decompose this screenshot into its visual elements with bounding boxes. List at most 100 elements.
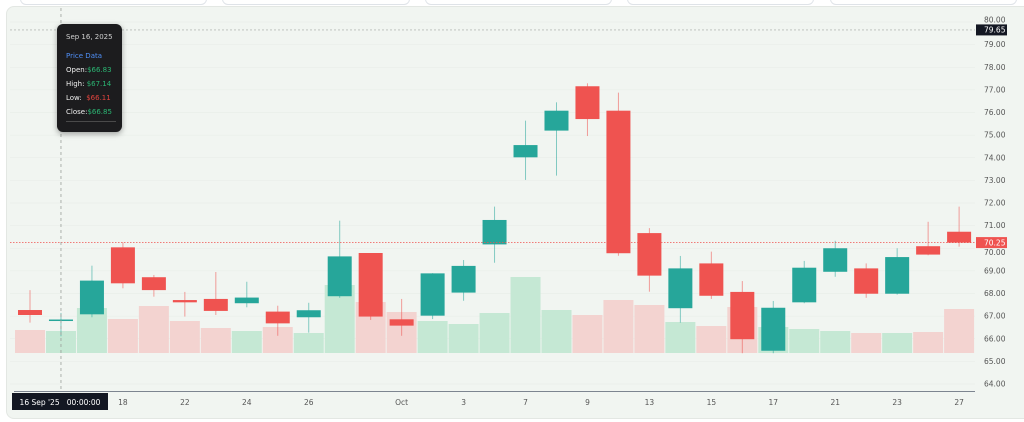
candle-body [544, 110, 569, 131]
candle-body [668, 268, 693, 309]
volume-bar [572, 315, 603, 353]
y-tick-label: 73.00 [984, 176, 1006, 185]
tooltip-open: Open:$66.83 [66, 66, 112, 74]
candle-body [110, 247, 135, 284]
crosshair-price-badge [976, 24, 1007, 36]
candle-body [141, 277, 166, 291]
candle-body [823, 248, 848, 272]
volume-bar [169, 321, 200, 353]
candle-body [358, 253, 383, 317]
candle-body [18, 310, 42, 315]
candle-body [885, 257, 910, 294]
tooltip-close-value: $66.85 [87, 108, 112, 116]
candle-body [792, 267, 817, 303]
y-tick-label: 68.00 [984, 289, 1006, 298]
volume-bar [200, 328, 231, 353]
candle-body [296, 310, 321, 318]
y-tick-label: 65.00 [984, 357, 1006, 366]
x-tick-label: 15 [707, 398, 717, 407]
last-price-badge [976, 237, 1007, 249]
x-tick-label: 21 [830, 398, 840, 407]
crosshair-price-label: 79.65 [984, 26, 1006, 35]
x-tick-label: Oct [395, 398, 408, 407]
x-tick-label: 3 [461, 398, 466, 407]
candle-body [761, 307, 786, 351]
candle-body [854, 268, 879, 294]
y-tick-label: 64.00 [984, 380, 1006, 389]
candle-body [916, 246, 941, 255]
tooltip-header: Price Data [66, 52, 103, 60]
candle-body [203, 298, 228, 311]
volume-bar [789, 329, 820, 353]
volume-bar [913, 332, 944, 353]
volume-bar [851, 333, 882, 353]
y-tick-label: 77.00 [984, 85, 1006, 94]
volume-bar [293, 333, 324, 353]
candle-body [265, 311, 290, 324]
volume-bar [696, 326, 727, 353]
x-tick-label: 18 [118, 398, 128, 407]
volume-bar [541, 310, 572, 353]
y-tick-label: 79.00 [984, 40, 1006, 49]
candle-body [513, 145, 538, 158]
x-tick-label: 27 [954, 398, 964, 407]
volume-bar [45, 331, 76, 353]
last-price-label: 70.25 [984, 238, 1006, 247]
y-tick-label: 76.00 [984, 108, 1006, 117]
x-tick-label: 9 [585, 398, 590, 407]
crosshair-time-label: 16 Sep '25 00:00:00 [20, 398, 101, 407]
tooltip-open-label: Open: [66, 66, 88, 74]
volume-bar [448, 324, 479, 353]
volume-bar [510, 277, 541, 353]
candle-body [79, 280, 104, 315]
candle-body [389, 319, 414, 326]
crosshair-time-badge [12, 393, 108, 410]
y-tick-label: 71.00 [984, 221, 1006, 230]
candle-body [947, 231, 972, 243]
candle-body [575, 86, 600, 120]
candle-body [172, 300, 197, 303]
candle-body [420, 273, 445, 316]
y-tick-label: 66.00 [984, 334, 1006, 343]
volume-bar [634, 305, 665, 353]
x-tick-label: 7 [523, 398, 528, 407]
y-tick-label: 74.00 [984, 153, 1006, 162]
price-tooltip: Sep 16, 2025 Price Data Open:$66.83 High… [57, 24, 122, 132]
tooltip-high-label: High: [66, 80, 85, 88]
x-tick-label: 22 [180, 398, 190, 407]
y-tick-label: 80.00 [984, 15, 1006, 24]
y-tick-label: 67.00 [984, 312, 1006, 321]
y-tick-label: 69.00 [984, 266, 1006, 275]
tooltip-low-value: $66.11 [86, 94, 111, 102]
volume-bar [417, 321, 448, 353]
y-tick-label: 75.00 [984, 131, 1006, 140]
tooltip-low: Low: $66.11 [66, 94, 111, 102]
tooltip-open-value: $66.83 [87, 66, 112, 74]
x-tick-label: 23 [892, 398, 902, 407]
tooltip-date: Sep 16, 2025 [66, 33, 113, 41]
candle-body [606, 110, 631, 254]
x-tick-label: 26 [304, 398, 314, 407]
volume-bar [15, 330, 45, 353]
volume-bar [665, 322, 696, 353]
volume-bar [231, 331, 262, 353]
x-tick-label: 17 [769, 398, 779, 407]
tooltip-high-value: $67.14 [86, 80, 112, 88]
candle-body [699, 263, 724, 296]
y-tick-label: 72.00 [984, 199, 1006, 208]
volume-bar [479, 313, 510, 353]
volume-bar [603, 300, 634, 353]
candle-body [482, 219, 507, 245]
volume-bar [820, 331, 851, 353]
tooltip-low-label: Low: [66, 94, 82, 102]
volume-bar [882, 333, 913, 353]
candle-body [234, 297, 259, 304]
candle-body [451, 265, 476, 293]
y-tick-label: 78.00 [984, 63, 1006, 72]
volume-bar [107, 319, 138, 353]
candle-body [327, 256, 352, 297]
x-tick-label: 13 [645, 398, 655, 407]
tooltip-close: Close:$66.85 [66, 108, 112, 116]
tooltip-high: High: $67.14 [66, 80, 111, 88]
